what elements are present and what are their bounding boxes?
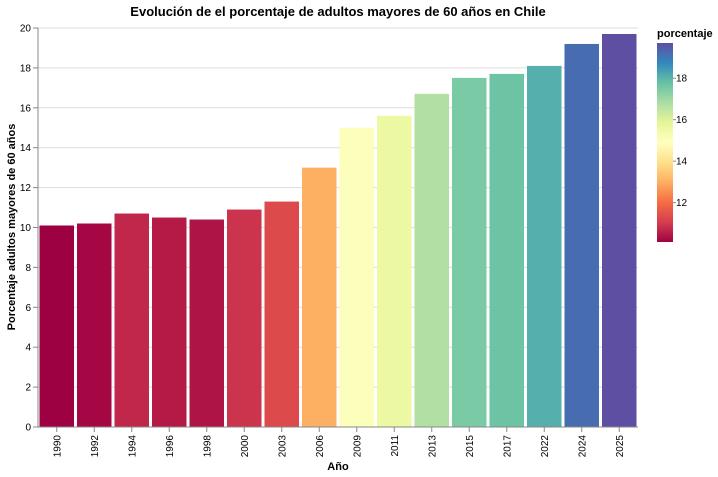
y-tick-label: 2 — [25, 383, 31, 394]
legend-title: porcentaje — [657, 28, 713, 40]
y-tick-label: 6 — [25, 303, 31, 314]
legend-tick-label: 16 — [676, 115, 688, 126]
y-tick-label: 0 — [25, 423, 31, 434]
bar-2022 — [527, 65, 562, 427]
x-tick-label: 1996 — [165, 435, 176, 458]
x-tick-label: 2013 — [427, 435, 438, 458]
legend-tick-label: 12 — [676, 198, 688, 209]
legend-tick-label: 14 — [676, 157, 688, 168]
x-axis-title: Año — [327, 461, 349, 473]
x-tick-label: 2000 — [240, 435, 251, 458]
y-tick-label: 16 — [20, 103, 32, 114]
x-tick-label: 2011 — [390, 435, 401, 457]
y-axis-title: Porcentaje adultos mayores de 60 años — [6, 124, 18, 331]
x-tick-label: 1990 — [52, 435, 63, 458]
x-tick-label: 1998 — [202, 435, 213, 458]
x-tick-label: 2024 — [577, 435, 588, 458]
bars — [39, 33, 637, 428]
x-tick-label: 2009 — [352, 435, 363, 458]
legend-tick-label: 18 — [676, 74, 688, 85]
bar-1994 — [114, 213, 149, 427]
x-tick-label: 2022 — [540, 435, 551, 458]
bar-2011 — [377, 115, 412, 427]
bar-2015 — [452, 77, 487, 427]
y-tick-label: 20 — [20, 24, 32, 35]
bar-2000 — [227, 209, 262, 427]
y-tick-label: 18 — [20, 63, 32, 74]
x-tick-label: 1992 — [90, 435, 101, 458]
x-tick-label: 2025 — [615, 435, 626, 458]
bar-2003 — [264, 201, 299, 427]
bar-2009 — [339, 127, 374, 427]
y-tick-label: 14 — [20, 143, 32, 154]
axes: 0 2 4 6 8 10 12 14 16 18 20 1990 1992 1994 1996 1998 200… — [20, 24, 638, 458]
y-tick-label: 4 — [25, 343, 31, 354]
color-legend: porcentaje 12 14 16 18 — [657, 28, 713, 242]
bar-1992 — [77, 223, 112, 427]
y-tick-label: 12 — [20, 183, 32, 194]
x-tick-label: 2006 — [315, 435, 326, 458]
x-tick-label: 2017 — [502, 435, 513, 458]
chart-title: Evolución de el porcentaje de adultos ma… — [130, 4, 545, 19]
bar-2013 — [414, 93, 449, 428]
bar-2017 — [489, 73, 524, 427]
y-tick-label: 8 — [25, 263, 31, 274]
legend-ticks: 12 14 16 18 — [673, 74, 688, 209]
bar-1998 — [189, 219, 224, 427]
legend-gradient — [657, 43, 673, 242]
x-tick-label: 1994 — [127, 435, 138, 458]
bar-2006 — [302, 167, 337, 427]
bar-2025 — [602, 33, 637, 428]
bar-2024 — [564, 43, 599, 428]
bar-1996 — [152, 217, 187, 427]
x-tick-label: 2015 — [465, 435, 476, 458]
y-tick-label: 10 — [20, 223, 32, 234]
bar-1990 — [39, 225, 74, 427]
x-tick-label: 2003 — [277, 435, 288, 458]
